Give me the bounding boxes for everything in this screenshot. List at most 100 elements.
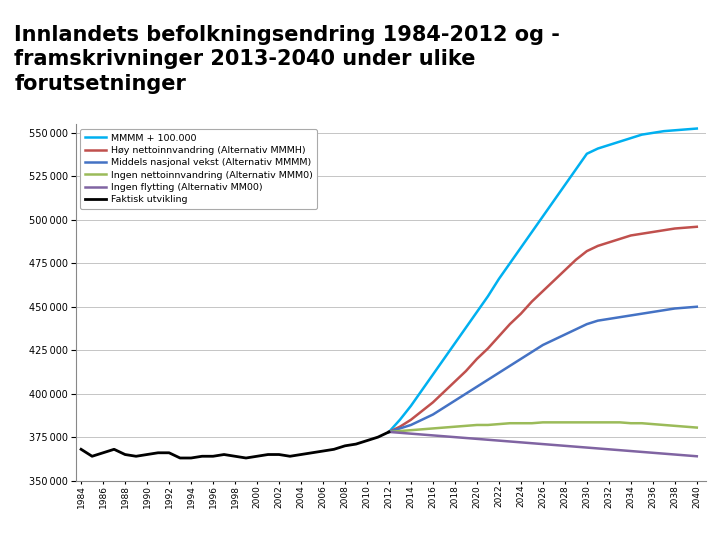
Middels nasjonal vekst (Alternativ MMMM)	[670, 305, 679, 312]
Faktisk utvikling	[330, 446, 338, 453]
Middels nasjonal vekst (Alternativ MMMM)	[440, 404, 449, 411]
Ingen nettoinnvandring (Alternativ MMM0)	[516, 420, 525, 427]
Middels nasjonal vekst (Alternativ MMMM)	[682, 305, 690, 311]
Faktisk utvikling	[121, 451, 130, 458]
Høy nettoinnvandring (Alternativ MMMH)	[384, 429, 393, 435]
MMMM + 100.000	[682, 126, 690, 133]
Høy nettoinnvandring (Alternativ MMMH)	[440, 389, 449, 395]
MMMM + 100.000	[693, 125, 701, 132]
Faktisk utvikling	[230, 453, 239, 460]
Ingen flytting (Alternativ MM00)	[649, 449, 657, 456]
Middels nasjonal vekst (Alternativ MMMM)	[428, 411, 437, 418]
Høy nettoinnvandring (Alternativ MMMH)	[605, 239, 613, 246]
MMMM + 100.000	[495, 276, 503, 282]
Høy nettoinnvandring (Alternativ MMMH)	[572, 256, 580, 263]
Ingen nettoinnvandring (Alternativ MMM0)	[539, 419, 547, 426]
Ingen flytting (Alternativ MM00)	[660, 450, 668, 457]
Faktisk utvikling	[88, 453, 96, 460]
Ingen nettoinnvandring (Alternativ MMM0)	[428, 425, 437, 431]
Ingen nettoinnvandring (Alternativ MMM0)	[440, 424, 449, 431]
Høy nettoinnvandring (Alternativ MMMH)	[649, 229, 657, 235]
Ingen nettoinnvandring (Alternativ MMM0)	[660, 422, 668, 428]
Ingen nettoinnvandring (Alternativ MMM0)	[670, 423, 679, 429]
Middels nasjonal vekst (Alternativ MMMM)	[495, 369, 503, 376]
Faktisk utvikling	[220, 451, 228, 458]
Ingen flytting (Alternativ MM00)	[572, 443, 580, 450]
Legend: MMMM + 100.000, Høy nettoinnvandring (Alternativ MMMH), Middels nasjonal vekst (: MMMM + 100.000, Høy nettoinnvandring (Al…	[81, 129, 317, 209]
Ingen nettoinnvandring (Alternativ MMM0)	[561, 419, 570, 426]
Høy nettoinnvandring (Alternativ MMMH)	[637, 231, 646, 237]
Ingen flytting (Alternativ MM00)	[395, 429, 404, 436]
MMMM + 100.000	[384, 429, 393, 435]
MMMM + 100.000	[462, 325, 470, 331]
Høy nettoinnvandring (Alternativ MMMH)	[505, 321, 514, 327]
Middels nasjonal vekst (Alternativ MMMM)	[451, 397, 459, 404]
Høy nettoinnvandring (Alternativ MMMH)	[616, 235, 624, 242]
Middels nasjonal vekst (Alternativ MMMM)	[384, 429, 393, 435]
Faktisk utvikling	[109, 446, 118, 453]
MMMM + 100.000	[593, 145, 602, 152]
Ingen flytting (Alternativ MM00)	[440, 433, 449, 440]
Høy nettoinnvandring (Alternativ MMMH)	[472, 356, 481, 362]
Ingen flytting (Alternativ MM00)	[593, 445, 602, 451]
Ingen flytting (Alternativ MM00)	[516, 439, 525, 446]
Ingen nettoinnvandring (Alternativ MMM0)	[418, 426, 426, 433]
Middels nasjonal vekst (Alternativ MMMM)	[407, 422, 415, 428]
Ingen nettoinnvandring (Alternativ MMM0)	[407, 427, 415, 434]
Faktisk utvikling	[99, 449, 107, 456]
Ingen flytting (Alternativ MM00)	[605, 446, 613, 453]
Høy nettoinnvandring (Alternativ MMMH)	[539, 288, 547, 294]
Middels nasjonal vekst (Alternativ MMMM)	[462, 390, 470, 397]
Ingen flytting (Alternativ MM00)	[616, 447, 624, 454]
Høy nettoinnvandring (Alternativ MMMH)	[561, 267, 570, 273]
Middels nasjonal vekst (Alternativ MMMM)	[649, 309, 657, 315]
Text: www.ostforsk.no: www.ostforsk.no	[323, 521, 397, 529]
Faktisk utvikling	[77, 446, 86, 453]
MMMM + 100.000	[649, 130, 657, 136]
Ingen nettoinnvandring (Alternativ MMM0)	[572, 419, 580, 426]
Middels nasjonal vekst (Alternativ MMMM)	[593, 318, 602, 324]
Ingen nettoinnvandring (Alternativ MMM0)	[462, 423, 470, 429]
Ingen flytting (Alternativ MM00)	[484, 436, 492, 443]
Ingen flytting (Alternativ MM00)	[670, 451, 679, 458]
Faktisk utvikling	[264, 451, 272, 458]
Ingen flytting (Alternativ MM00)	[407, 430, 415, 437]
MMMM + 100.000	[616, 138, 624, 145]
Faktisk utvikling	[176, 455, 184, 461]
Middels nasjonal vekst (Alternativ MMMM)	[395, 425, 404, 431]
Ingen nettoinnvandring (Alternativ MMM0)	[616, 419, 624, 426]
Ingen nettoinnvandring (Alternativ MMM0)	[626, 420, 635, 427]
Line: MMMM + 100.000: MMMM + 100.000	[389, 129, 697, 432]
Høy nettoinnvandring (Alternativ MMMH)	[626, 232, 635, 239]
Line: Ingen flytting (Alternativ MM00): Ingen flytting (Alternativ MM00)	[389, 432, 697, 456]
Ingen flytting (Alternativ MM00)	[472, 436, 481, 442]
Ingen nettoinnvandring (Alternativ MMM0)	[649, 421, 657, 427]
Ingen flytting (Alternativ MM00)	[582, 444, 591, 451]
Ingen nettoinnvandring (Alternativ MMM0)	[451, 423, 459, 430]
Ingen flytting (Alternativ MM00)	[693, 453, 701, 460]
Ingen flytting (Alternativ MM00)	[626, 448, 635, 454]
MMMM + 100.000	[549, 198, 558, 204]
MMMM + 100.000	[505, 260, 514, 267]
Line: Faktisk utvikling: Faktisk utvikling	[81, 432, 389, 458]
MMMM + 100.000	[660, 128, 668, 134]
Faktisk utvikling	[132, 453, 140, 460]
Høy nettoinnvandring (Alternativ MMMH)	[516, 310, 525, 317]
Ingen flytting (Alternativ MM00)	[428, 432, 437, 438]
MMMM + 100.000	[572, 166, 580, 173]
Ingen nettoinnvandring (Alternativ MMM0)	[637, 420, 646, 427]
Ingen flytting (Alternativ MM00)	[418, 431, 426, 438]
Middels nasjonal vekst (Alternativ MMMM)	[605, 316, 613, 322]
Høy nettoinnvandring (Alternativ MMMH)	[418, 408, 426, 414]
Faktisk utvikling	[154, 449, 163, 456]
Faktisk utvikling	[307, 449, 316, 456]
Line: Ingen nettoinnvandring (Alternativ MMM0): Ingen nettoinnvandring (Alternativ MMM0)	[389, 422, 697, 432]
Høy nettoinnvandring (Alternativ MMMH)	[528, 298, 536, 305]
MMMM + 100.000	[582, 151, 591, 157]
Ingen flytting (Alternativ MM00)	[384, 429, 393, 435]
Høy nettoinnvandring (Alternativ MMMH)	[660, 227, 668, 233]
MMMM + 100.000	[605, 142, 613, 149]
MMMM + 100.000	[561, 182, 570, 188]
Ingen flytting (Alternativ MM00)	[528, 440, 536, 447]
MMMM + 100.000	[395, 416, 404, 423]
